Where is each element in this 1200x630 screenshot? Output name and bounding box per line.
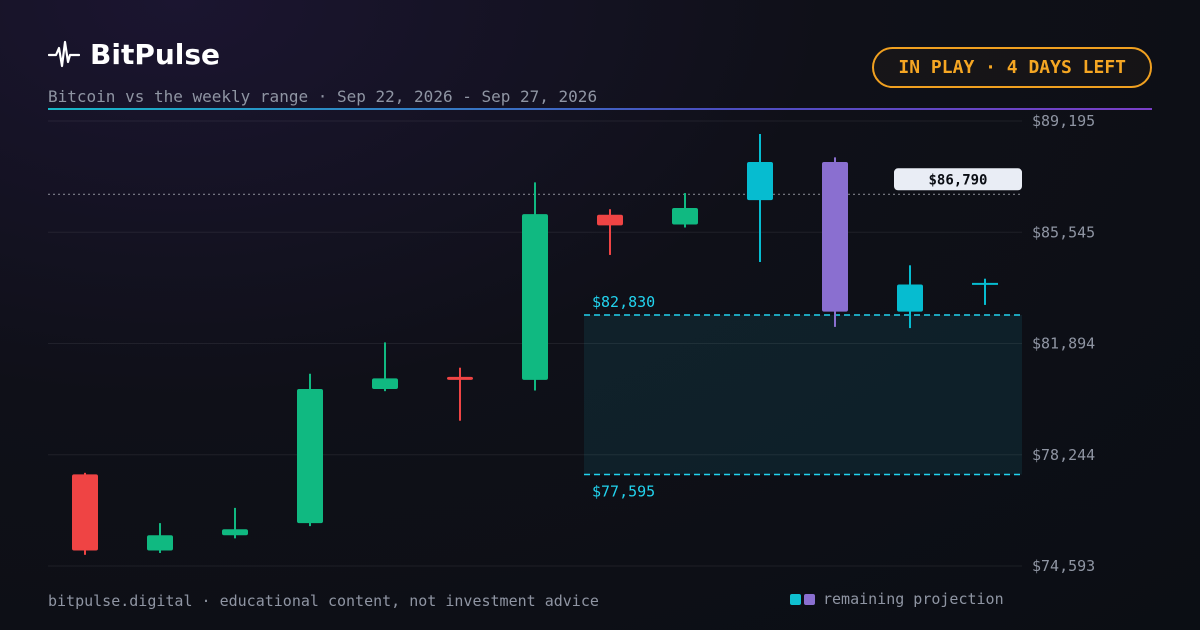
y-tick-label: $89,195 xyxy=(1032,112,1095,130)
y-tick-label: $85,545 xyxy=(1032,223,1095,241)
candle-body xyxy=(897,284,923,312)
candle-body xyxy=(372,378,398,390)
y-tick-label: $78,244 xyxy=(1032,446,1095,464)
pulse-icon xyxy=(48,40,80,67)
current-price-pill xyxy=(894,168,1022,191)
brand: BitPulse xyxy=(48,38,220,71)
range-high-label: $82,830 xyxy=(592,293,655,311)
chart-subtitle: Bitcoin vs the weekly range · Sep 22, 20… xyxy=(48,87,598,106)
current-price-label: $86,790 xyxy=(928,172,987,188)
candle xyxy=(447,367,473,421)
candle-body xyxy=(522,214,548,380)
candles xyxy=(72,133,998,555)
legend-label: remaining projection xyxy=(823,590,1004,608)
candle-body xyxy=(672,208,698,225)
candle xyxy=(222,507,248,539)
candle-body xyxy=(597,214,623,226)
candle-body xyxy=(822,161,848,312)
candle-body xyxy=(447,376,473,380)
candle-body xyxy=(297,389,323,524)
y-tick-label: $74,593 xyxy=(1032,557,1095,575)
range-zone xyxy=(584,314,1022,475)
candle-body xyxy=(222,529,248,536)
current-price-marker: $86,790 xyxy=(48,168,1022,195)
candle-body xyxy=(747,161,773,201)
projected-range: $82,830 $77,595 xyxy=(584,293,1022,501)
candle xyxy=(147,523,173,553)
brand-name: BitPulse xyxy=(90,38,221,71)
footer-disclaimer: bitpulse.digital · educational content, … xyxy=(48,592,599,610)
candle xyxy=(672,193,698,228)
candle xyxy=(747,133,773,262)
y-tick-label: $81,894 xyxy=(1032,335,1095,353)
candle xyxy=(897,265,923,329)
legend: remaining projection xyxy=(790,590,1004,608)
accent-divider xyxy=(48,108,1152,110)
candle xyxy=(522,182,548,391)
candle-body xyxy=(72,474,98,551)
candle xyxy=(372,342,398,392)
y-axis-ticks: $89,195 $85,545 $81,894 $78,244 $74,593 xyxy=(1032,112,1095,575)
candle xyxy=(822,157,848,327)
candle xyxy=(297,373,323,527)
candle xyxy=(597,209,623,255)
candle-body xyxy=(972,282,998,285)
candle xyxy=(72,472,98,555)
candle xyxy=(972,278,998,305)
legend-swatch-purple xyxy=(804,593,815,605)
candle-body xyxy=(147,535,173,551)
range-low-label: $77,595 xyxy=(592,483,655,501)
status-badge: IN PLAY · 4 DAYS LEFT xyxy=(872,47,1152,88)
legend-swatch-cyan xyxy=(790,593,801,605)
